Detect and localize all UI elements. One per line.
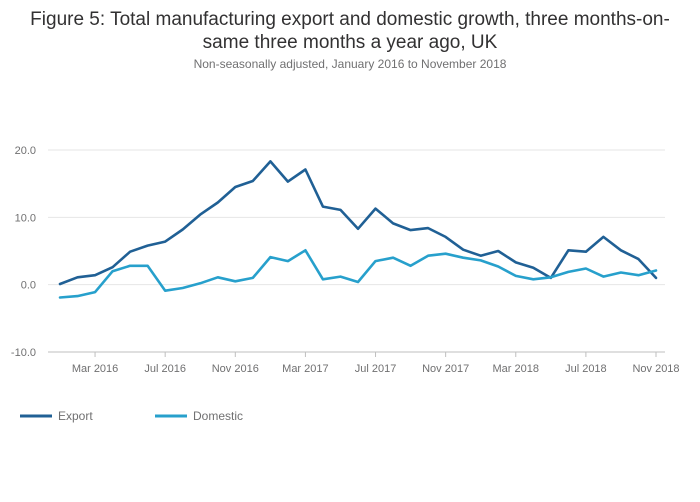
- series-line-domestic: [58, 249, 658, 299]
- series-lines: [58, 160, 658, 299]
- y-tick-label: 20.0: [15, 145, 36, 157]
- x-tick-label: Nov 2017: [422, 363, 469, 375]
- chart-subtitle: Non-seasonally adjusted, January 2016 to…: [193, 57, 507, 71]
- x-tick-label: Nov 2018: [632, 363, 679, 375]
- x-tick-label: Jul 2017: [355, 363, 397, 375]
- x-tick-label: Nov 2016: [212, 363, 259, 375]
- chart-title: Figure 5: Total manufacturing export and…: [30, 9, 670, 53]
- y-tick-label: 10.0: [15, 212, 36, 224]
- legend-label-domestic: Domestic: [193, 409, 243, 423]
- series-line-export: [58, 160, 658, 286]
- y-axis-ticks: 20.0 10.0 0.0 -10.0: [11, 145, 36, 359]
- x-tick-label: Mar 2018: [493, 363, 539, 375]
- x-tick-label: Mar 2017: [282, 363, 328, 375]
- x-axis-ticks: Mar 2016 Jul 2016 Nov 2016 Mar 2017 Jul 2017…: [72, 352, 680, 375]
- x-tick-label: Mar 2016: [72, 363, 118, 375]
- legend-label-export: Export: [58, 409, 93, 423]
- legend: Export Domestic: [20, 409, 243, 423]
- y-tick-label: 0.0: [21, 280, 36, 292]
- x-tick-label: Jul 2018: [565, 363, 607, 375]
- y-tick-label: -10.0: [11, 347, 36, 359]
- x-tick-label: Jul 2016: [144, 363, 186, 375]
- gridlines: [48, 149, 665, 353]
